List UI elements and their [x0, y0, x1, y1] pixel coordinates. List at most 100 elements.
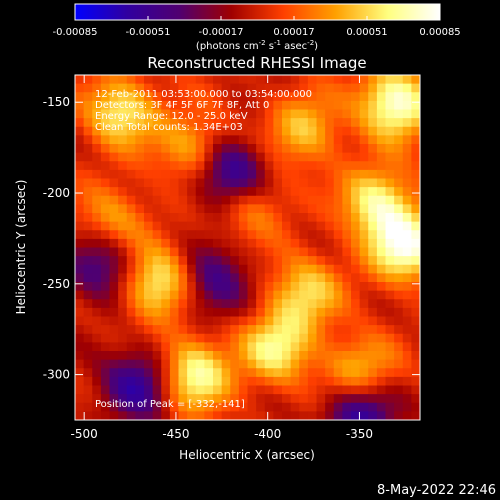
heatmap-cell [376, 316, 386, 326]
heatmap-cell [394, 204, 404, 214]
heatmap-cell [290, 195, 300, 205]
heatmap-cell [342, 351, 352, 361]
heatmap-cell [100, 152, 110, 162]
heatmap-cell [195, 92, 205, 102]
heatmap-cell [178, 135, 188, 145]
heatmap-cell [169, 230, 179, 240]
heatmap-cell [118, 204, 128, 214]
heatmap-cell [109, 368, 119, 378]
heatmap-cell [92, 187, 102, 197]
heatmap-cell [273, 187, 283, 197]
heatmap-cell [402, 221, 412, 231]
heatmap-cell [238, 100, 248, 110]
heatmap-cell [195, 109, 205, 119]
heatmap-cell [359, 238, 369, 248]
heatmap-cell [333, 213, 343, 223]
heatmap-cell [178, 92, 188, 102]
heatmap-cell [273, 385, 283, 395]
heatmap-cell [187, 161, 197, 171]
heatmap-cell [204, 126, 214, 136]
heatmap-cell [152, 169, 162, 179]
heatmap-cell [273, 92, 283, 102]
heatmap-cell [325, 385, 335, 395]
heatmap-cell [169, 368, 179, 378]
heatmap-cell [351, 126, 361, 136]
heatmap-cell [213, 359, 223, 369]
heatmap-cell [394, 144, 404, 154]
heatmap-cell [282, 83, 292, 93]
heatmap-cell [376, 411, 386, 421]
heatmap-cell [385, 144, 395, 154]
heatmap-cell [83, 411, 93, 421]
heatmap-cell [256, 368, 266, 378]
heatmap-cell [316, 402, 326, 412]
heatmap-cell [100, 187, 110, 197]
heatmap-cell [135, 195, 145, 205]
heatmap-cell [402, 359, 412, 369]
heatmap-cell [247, 333, 257, 343]
heatmap-cell [247, 342, 257, 352]
heatmap-cell [325, 359, 335, 369]
heatmap-cell [169, 359, 179, 369]
heatmap-cell [342, 247, 352, 257]
heatmap-cell [230, 100, 240, 110]
heatmap-cell [169, 195, 179, 205]
heatmap-cell [238, 169, 248, 179]
heatmap-cell [385, 256, 395, 266]
heatmap-cell [316, 376, 326, 386]
heatmap-cell [342, 126, 352, 136]
heatmap-cell [100, 385, 110, 395]
heatmap-cell [195, 359, 205, 369]
heatmap-cell [325, 307, 335, 317]
heatmap-cell [273, 368, 283, 378]
heatmap-cell [75, 187, 85, 197]
heatmap-cell [411, 161, 421, 171]
heatmap-cell [411, 187, 421, 197]
heatmap-cell [402, 290, 412, 300]
heatmap-cell [273, 247, 283, 257]
heatmap-cell [204, 264, 214, 274]
heatmap-cell [316, 359, 326, 369]
heatmap-cell [385, 152, 395, 162]
heatmap-cell [394, 394, 404, 404]
heatmap-cell [109, 187, 119, 197]
heatmap-cell [290, 221, 300, 231]
heatmap-cell [273, 256, 283, 266]
heatmap-cell [169, 325, 179, 335]
heatmap-cell [178, 394, 188, 404]
heatmap-cell [213, 299, 223, 309]
heatmap-cell [83, 325, 93, 335]
heatmap-cell [307, 359, 317, 369]
heatmap-cell [75, 376, 85, 386]
heatmap-cell [178, 264, 188, 274]
heatmap-cell [195, 247, 205, 257]
heatmap-cell [135, 376, 145, 386]
heatmap-cell [394, 161, 404, 171]
heatmap-cell [83, 402, 93, 412]
heatmap-cell [385, 282, 395, 292]
heatmap-cell [187, 126, 197, 136]
heatmap-cell [368, 394, 378, 404]
heatmap-cell [109, 161, 119, 171]
heatmap-cell [264, 299, 274, 309]
heatmap-cell [385, 213, 395, 223]
heatmap-cell [359, 109, 369, 119]
heatmap-cell [325, 247, 335, 257]
heatmap-cell [230, 178, 240, 188]
heatmap-cell [75, 83, 85, 93]
heatmap-cell [402, 299, 412, 309]
heatmap-cell [221, 126, 231, 136]
heatmap-cell [213, 238, 223, 248]
heatmap-cell [411, 351, 421, 361]
heatmap-cell [213, 394, 223, 404]
heatmap-cell [376, 359, 386, 369]
heatmap-cell [256, 221, 266, 231]
heatmap-cell [152, 144, 162, 154]
heatmap-cell [368, 169, 378, 179]
heatmap-cell [83, 118, 93, 128]
heatmap-cell [92, 385, 102, 395]
heatmap-cell [307, 169, 317, 179]
heatmap-cell [152, 325, 162, 335]
heatmap-cell [238, 411, 248, 421]
heatmap-cell [213, 92, 223, 102]
